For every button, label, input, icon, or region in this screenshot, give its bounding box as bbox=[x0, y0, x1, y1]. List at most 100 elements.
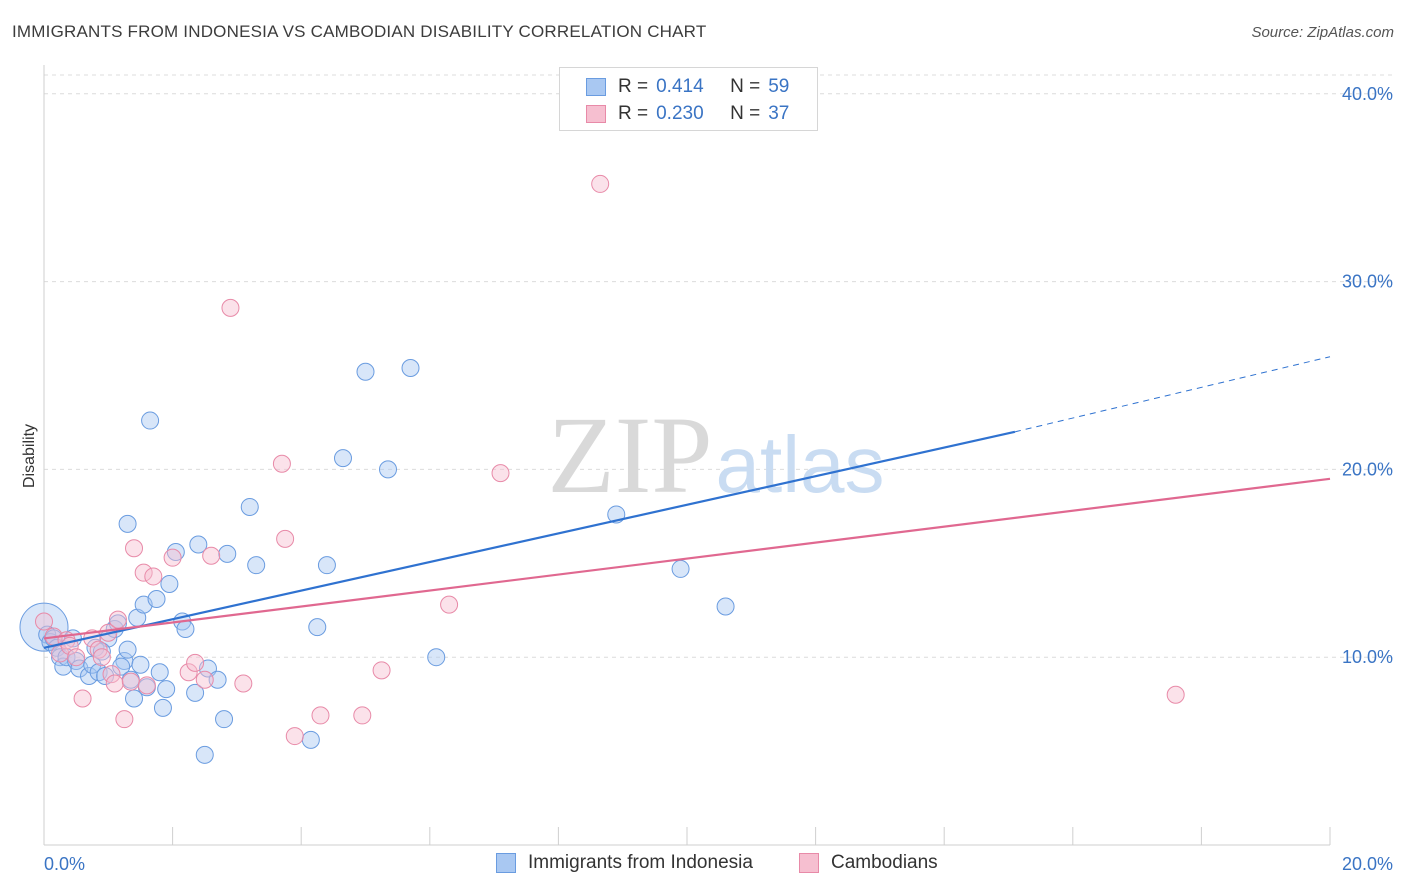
point-cambodians bbox=[272, 454, 291, 473]
legend-swatch-pink bbox=[586, 105, 606, 123]
point-cambodians bbox=[102, 665, 121, 684]
trend-line-indonesia-extension bbox=[1014, 356, 1331, 433]
point-cambodians bbox=[73, 689, 92, 708]
point-indonesia bbox=[240, 497, 259, 516]
point-indonesia bbox=[157, 680, 176, 699]
legend-row-indonesia: R = 0.414 N = 59 bbox=[586, 76, 789, 98]
point-cambodians bbox=[105, 674, 124, 693]
point-indonesia bbox=[166, 543, 185, 562]
point-cambodians bbox=[163, 548, 182, 567]
watermark: ZIP atlas bbox=[548, 394, 885, 516]
y-tick-label: 20.0% bbox=[1342, 459, 1393, 479]
point-indonesia bbox=[401, 358, 420, 377]
legend-swatch-blue bbox=[586, 78, 606, 96]
tick-labels: 10.0% 20.0% 30.0% 40.0% 0.0% 20.0% bbox=[44, 84, 1393, 874]
point-indonesia bbox=[160, 574, 179, 593]
legend-r-label: R = bbox=[618, 103, 649, 124]
point-cambodians bbox=[121, 672, 140, 691]
correlation-legend: R = 0.414 N = 59 R = 0.230 N = 37 bbox=[559, 67, 818, 131]
point-indonesia bbox=[333, 449, 352, 468]
point-cambodians bbox=[591, 174, 610, 193]
point-indonesia bbox=[147, 589, 166, 608]
point-cambodians bbox=[186, 653, 205, 672]
watermark-atlas: atlas bbox=[716, 420, 885, 509]
point-indonesia bbox=[247, 556, 266, 575]
point-cambodians bbox=[1166, 685, 1185, 704]
legend-r-value: 0.414 bbox=[656, 76, 704, 97]
legend-row-cambodians: R = 0.230 N = 37 bbox=[586, 103, 789, 125]
point-cambodians bbox=[134, 563, 153, 582]
point-cambodians bbox=[234, 674, 253, 693]
bottom-legend-label: Immigrants from Indonesia bbox=[528, 852, 753, 873]
point-cambodians bbox=[440, 595, 459, 614]
point-indonesia bbox=[301, 730, 320, 749]
bottom-legend-label: Cambodians bbox=[831, 852, 938, 873]
y-tick-label: 30.0% bbox=[1342, 272, 1393, 292]
point-indonesia bbox=[153, 698, 172, 717]
point-cambodians bbox=[285, 727, 304, 746]
grid-lines bbox=[44, 74, 1393, 658]
point-indonesia bbox=[118, 514, 137, 533]
point-cambodians bbox=[179, 663, 198, 682]
point-cambodians bbox=[353, 706, 372, 725]
point-indonesia bbox=[215, 710, 234, 729]
point-cambodians bbox=[108, 610, 127, 629]
point-indonesia bbox=[131, 655, 150, 674]
bottom-legend-indonesia: Immigrants from Indonesia bbox=[496, 852, 753, 874]
chart-title: IMMIGRANTS FROM INDONESIA VS CAMBODIAN D… bbox=[12, 22, 707, 41]
point-cambodians bbox=[195, 670, 214, 689]
data-points bbox=[19, 174, 1185, 764]
bottom-legend-swatch-blue bbox=[496, 853, 516, 873]
point-cambodians bbox=[276, 529, 295, 548]
point-indonesia bbox=[218, 544, 237, 563]
point-cambodians bbox=[144, 567, 163, 586]
legend-r-value: 0.230 bbox=[656, 103, 704, 124]
point-cambodians bbox=[311, 706, 330, 725]
point-indonesia bbox=[92, 642, 111, 661]
point-indonesia bbox=[96, 666, 115, 685]
point-cambodians bbox=[115, 710, 134, 729]
point-cambodians bbox=[491, 464, 510, 483]
point-indonesia bbox=[112, 657, 131, 676]
point-indonesia bbox=[208, 670, 227, 689]
x-tick-label: 20.0% bbox=[1342, 854, 1393, 874]
y-tick-label: 40.0% bbox=[1342, 84, 1393, 104]
point-cambodians bbox=[372, 661, 391, 680]
point-indonesia bbox=[379, 460, 398, 479]
point-indonesia bbox=[189, 535, 208, 554]
x-tick-label: 0.0% bbox=[44, 854, 85, 874]
point-cambodians bbox=[92, 648, 111, 667]
point-cambodians bbox=[221, 298, 240, 317]
legend-n-label: N = bbox=[730, 103, 761, 124]
point-cambodians bbox=[67, 648, 86, 667]
legend-n-value: 59 bbox=[768, 76, 790, 97]
point-indonesia bbox=[195, 745, 214, 764]
point-indonesia bbox=[308, 618, 327, 637]
point-indonesia bbox=[716, 597, 735, 616]
point-indonesia bbox=[141, 411, 160, 430]
point-indonesia bbox=[150, 663, 169, 682]
point-indonesia bbox=[317, 556, 336, 575]
point-indonesia bbox=[176, 620, 195, 639]
point-cambodians bbox=[202, 546, 221, 565]
source-credit: Source: ZipAtlas.com bbox=[1251, 24, 1394, 41]
legend-r-label: R = bbox=[618, 76, 649, 97]
trend-lines bbox=[43, 356, 1331, 649]
point-cambodians bbox=[35, 612, 53, 631]
point-indonesia bbox=[427, 648, 446, 667]
point-indonesia bbox=[671, 559, 690, 578]
legend-n-label: N = bbox=[730, 76, 761, 97]
watermark-zip: ZIP bbox=[548, 394, 713, 516]
legend-n-value: 37 bbox=[768, 103, 790, 124]
point-indonesia bbox=[186, 683, 205, 702]
point-indonesia bbox=[356, 362, 375, 381]
point-indonesia bbox=[80, 666, 99, 685]
point-indonesia bbox=[118, 640, 137, 659]
y-tick-label: 10.0% bbox=[1342, 647, 1393, 667]
bottom-legend-swatch-pink bbox=[799, 853, 819, 873]
axes bbox=[43, 65, 1331, 846]
trend-line-cambodians bbox=[43, 477, 1331, 640]
point-cambodians bbox=[125, 539, 144, 558]
point-cambodians bbox=[137, 676, 156, 695]
